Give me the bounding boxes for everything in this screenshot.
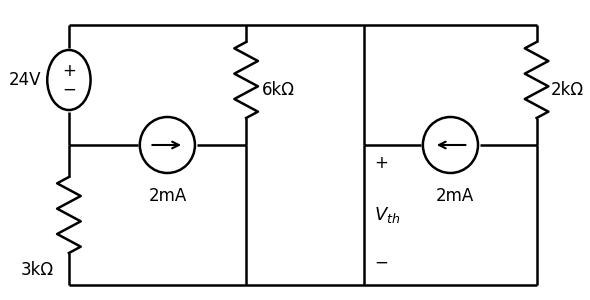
- Text: 3kΩ: 3kΩ: [21, 261, 54, 279]
- Text: −: −: [374, 254, 388, 272]
- Text: 24V: 24V: [9, 71, 41, 89]
- Text: +: +: [62, 62, 76, 80]
- Text: 2mA: 2mA: [148, 187, 186, 205]
- Text: +: +: [374, 154, 388, 172]
- Text: 6kΩ: 6kΩ: [262, 81, 295, 99]
- Text: $V_{th}$: $V_{th}$: [374, 205, 401, 225]
- Text: 2mA: 2mA: [436, 187, 474, 205]
- Text: 2kΩ: 2kΩ: [550, 81, 584, 99]
- Text: −: −: [62, 81, 76, 99]
